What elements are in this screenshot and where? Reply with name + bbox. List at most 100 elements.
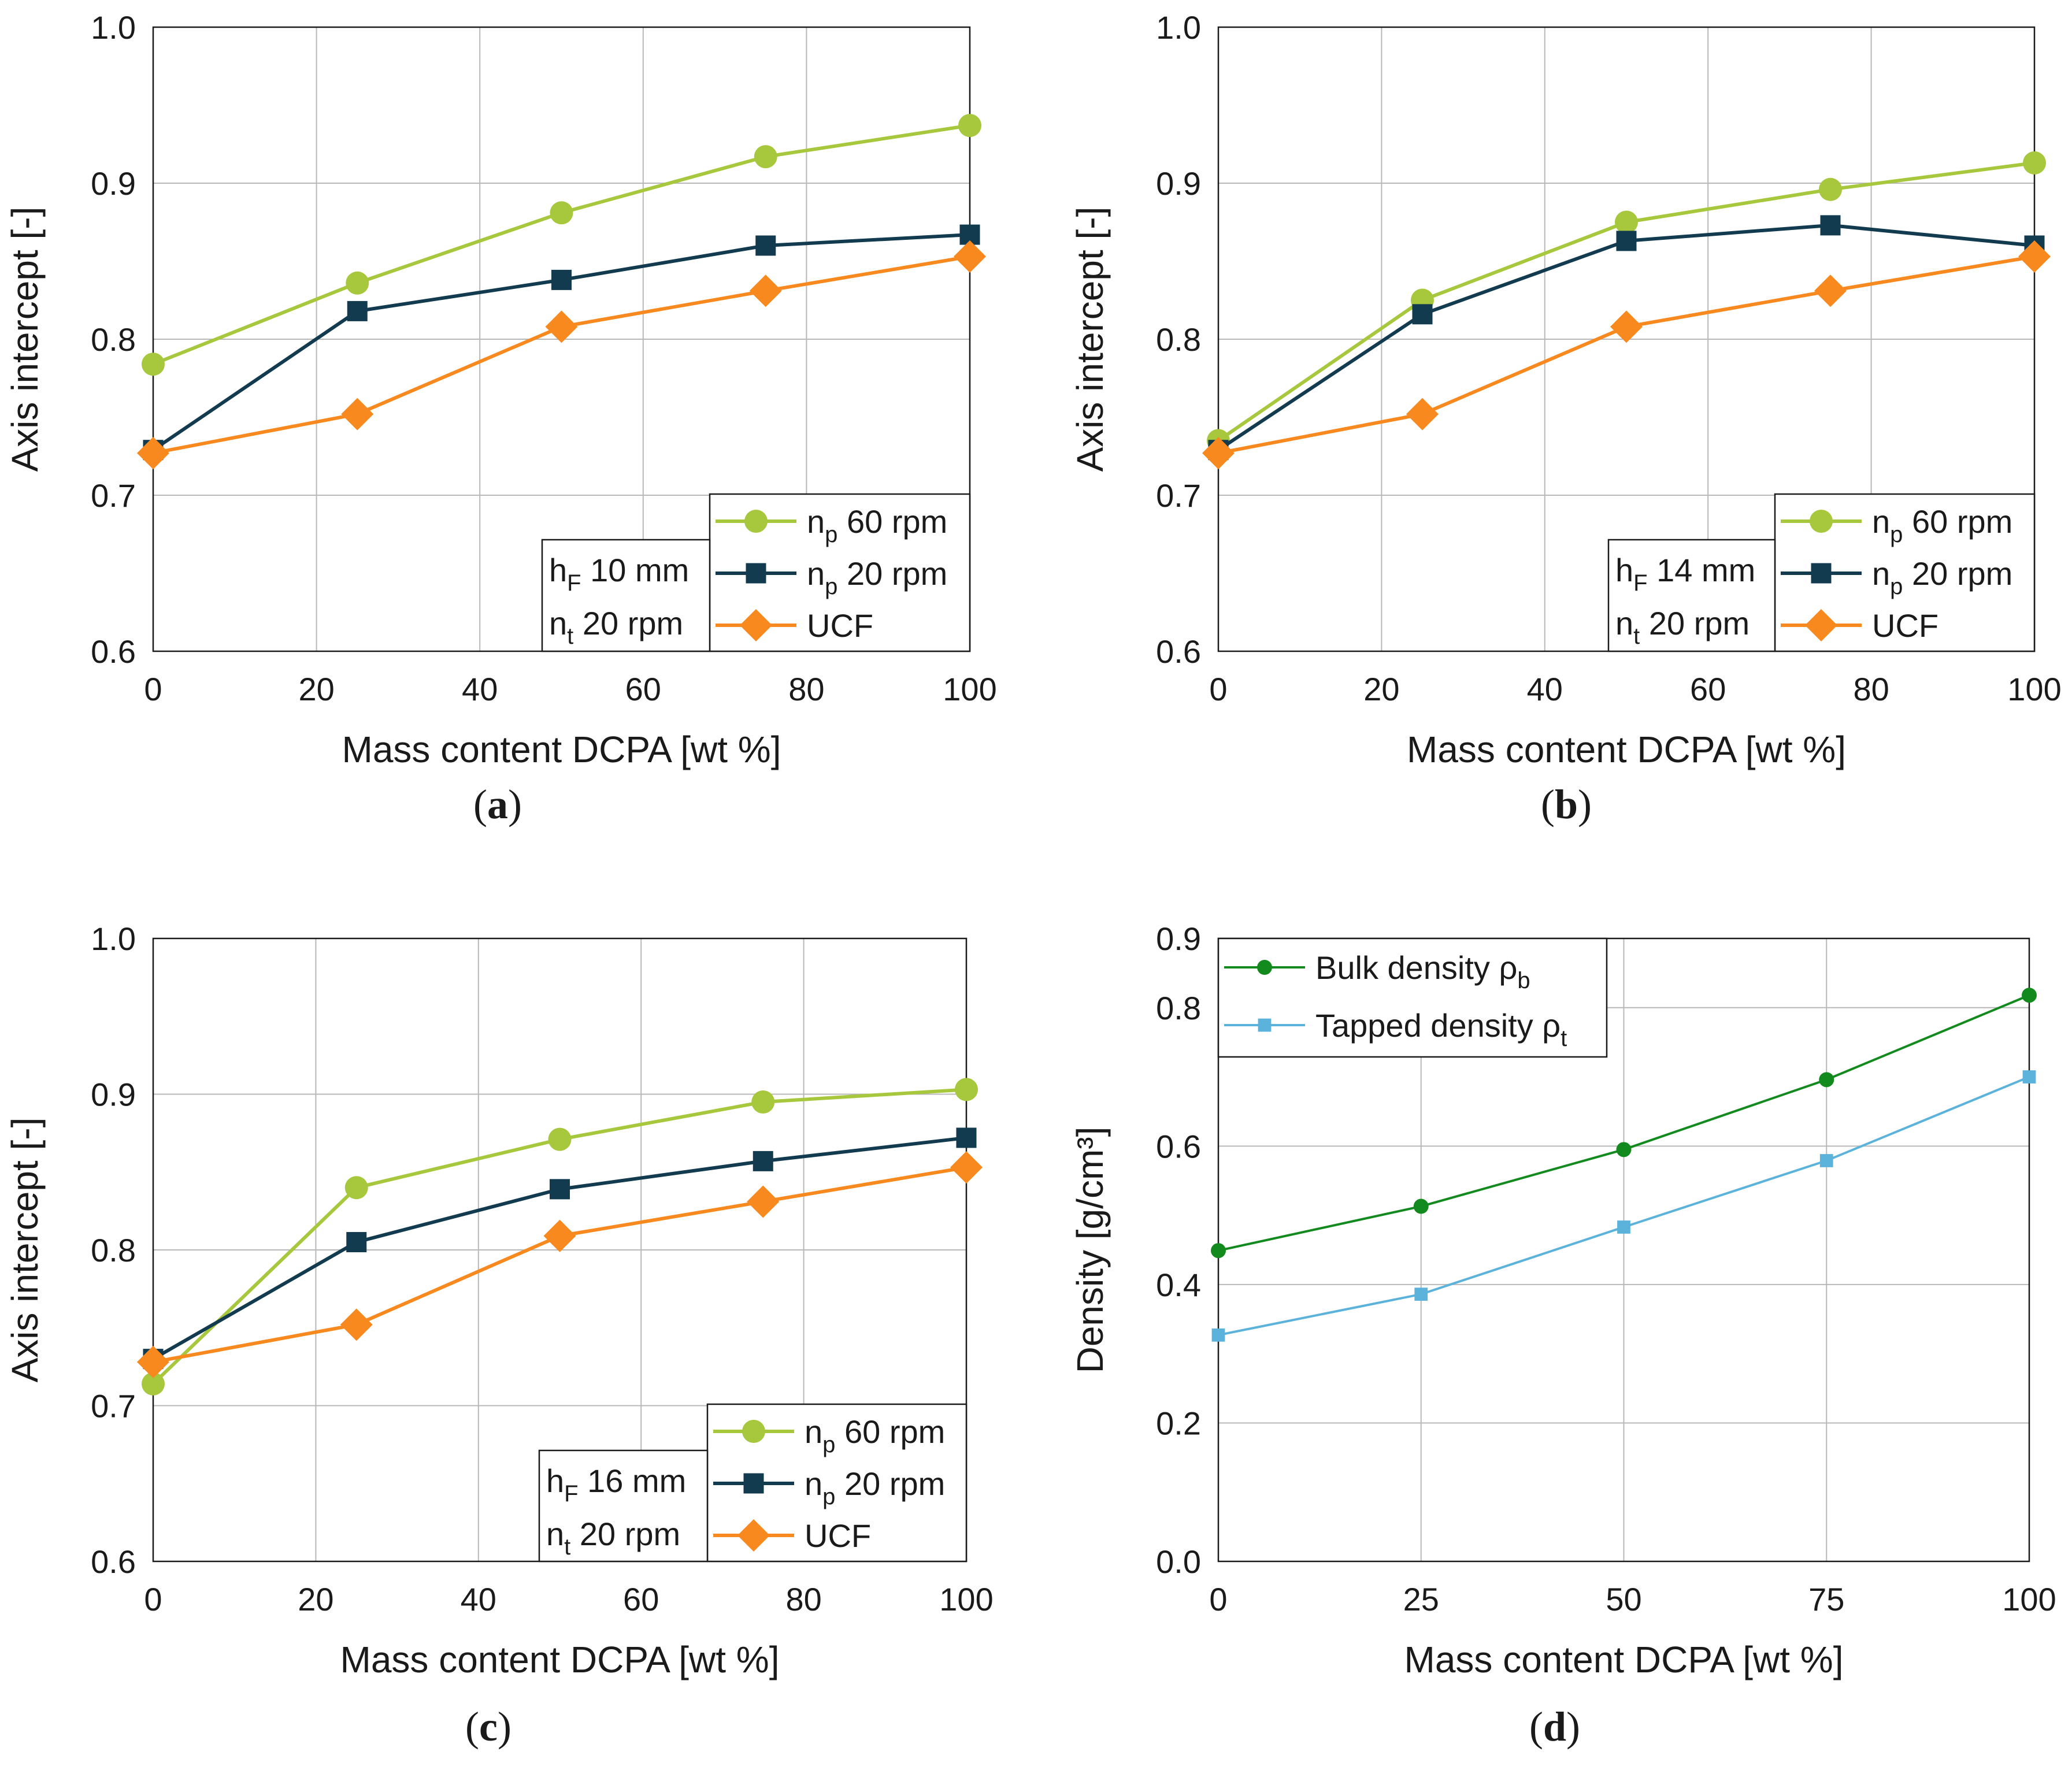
caption-open: ( [465, 1704, 479, 1750]
parameter-text: hF 14 mm [1615, 552, 1755, 596]
legend-marker [1811, 563, 1832, 584]
parameter-symbol: n [549, 605, 567, 641]
data-point [1819, 1154, 1833, 1167]
legend-marker [737, 1519, 770, 1552]
y-tick-label: 1.0 [91, 9, 136, 46]
parameter-subscript: F [1633, 570, 1647, 596]
data-point [754, 145, 777, 169]
data-point [137, 437, 169, 470]
data-point [1610, 310, 1643, 343]
x-tick-label: 20 [1363, 671, 1399, 707]
data-point [550, 1179, 570, 1200]
legend-symbol: n [1872, 555, 1890, 592]
data-point [751, 1090, 775, 1114]
legend-entry: np 60 rpm [1872, 503, 2012, 547]
y-tick-label: 0.6 [1156, 633, 1201, 670]
y-tick-label: 0.9 [91, 165, 136, 202]
legend-subscript: p [822, 1484, 835, 1509]
y-tick-label: 0.6 [91, 1543, 136, 1580]
y-tick-label: 0.6 [1156, 1128, 1201, 1164]
x-tick-label: 40 [1527, 671, 1563, 707]
x-tick-label: 60 [625, 671, 661, 707]
data-point [955, 1078, 978, 1101]
caption-close: ) [1566, 1704, 1580, 1750]
y-tick-label: 0.0 [1156, 1543, 1201, 1580]
y-axis-label: Density [g/cm³] [1069, 1127, 1111, 1374]
data-point [1413, 1198, 1429, 1214]
data-point [1814, 274, 1847, 307]
caption-close: ) [498, 1704, 511, 1750]
y-tick-label: 0.8 [91, 321, 136, 358]
parameter-value: 20 rpm [573, 605, 683, 641]
x-axis-label: Mass content DCPA [wt %] [340, 1639, 780, 1680]
x-axis-label: Mass content DCPA [wt %] [1407, 729, 1846, 770]
panel-caption: (d) [1529, 1704, 1580, 1750]
parameter-box [541, 539, 711, 652]
legend-symbol: UCF [805, 1517, 871, 1554]
x-tick-label: 0 [1209, 671, 1227, 707]
legend-symbol: Tapped density ρ [1315, 1007, 1561, 1044]
legend-symbol: n [807, 555, 825, 592]
parameter-value: 10 mm [581, 552, 690, 588]
chart-panel-c: 0.6 0.7 0.8 0.9 1.0 0 20 40 60 80 100 Mass content … [4, 921, 994, 1750]
parameter-subscript: t [567, 624, 573, 649]
legend-text: 60 rpm [1903, 503, 2012, 540]
chart-panel-d: 0.0 0.2 0.4 0.6 0.8 0.9 0 25 50 75 100 Mass content… [1069, 921, 2056, 1750]
legend-subscript: p [825, 574, 837, 599]
legend-symbol: n [1872, 503, 1890, 540]
parameter-symbol: h [549, 552, 567, 588]
x-tick-label: 20 [298, 1581, 333, 1617]
data-point [950, 1151, 983, 1184]
data-point [543, 1219, 576, 1252]
legend-text: 20 rpm [835, 1465, 945, 1502]
data-point [755, 235, 776, 256]
legend-text: 60 rpm [837, 503, 947, 540]
data-point [341, 398, 374, 431]
x-tick-label: 80 [785, 1581, 821, 1617]
data-point [1616, 1142, 1632, 1157]
legend-marker [1805, 609, 1837, 641]
data-point [1615, 210, 1638, 234]
y-tick-label: 0.4 [1156, 1267, 1201, 1303]
legend-subscript: p [825, 522, 837, 547]
y-tick-label: 0.9 [1156, 921, 1201, 957]
legend-entry: UCF [805, 1517, 871, 1554]
legend-marker [1258, 1018, 1272, 1032]
x-tick-label: 80 [788, 671, 824, 707]
x-tick-label: 20 [298, 671, 334, 707]
caption-letter: d [1543, 1704, 1566, 1750]
x-tick-label: 100 [943, 671, 996, 707]
caption-open: ( [1529, 1704, 1543, 1750]
x-tick-label: 100 [2007, 671, 2061, 707]
data-point [2022, 988, 2037, 1003]
legend-symbol: n [807, 503, 825, 540]
panel-caption: (c) [465, 1704, 511, 1750]
y-tick-label: 0.9 [1156, 165, 1201, 202]
data-point [749, 274, 782, 307]
y-axis-label: Axis intercept [-] [1069, 207, 1111, 472]
y-tick-label: 0.8 [91, 1232, 136, 1268]
panel-caption: (a) [473, 781, 522, 828]
data-point [142, 1372, 165, 1396]
x-tick-label: 100 [2002, 1581, 2056, 1617]
parameter-symbol: h [1615, 552, 1633, 588]
legend-marker [746, 563, 766, 584]
data-point [1211, 1243, 1226, 1259]
caption-letter: a [487, 781, 508, 828]
parameter-value: 20 rpm [1640, 605, 1749, 641]
legend-symbol: Bulk density ρ [1315, 949, 1517, 986]
x-axis-label: Mass content DCPA [wt %] [342, 729, 781, 770]
data-point [545, 310, 578, 343]
parameter-value: 16 mm [579, 1463, 687, 1499]
y-tick-label: 1.0 [1156, 9, 1201, 46]
x-tick-label: 25 [1403, 1581, 1439, 1617]
legend-entry: Tapped density ρt [1315, 1007, 1567, 1051]
panel-caption: (b) [1541, 781, 1592, 828]
parameter-symbol: n [546, 1516, 564, 1552]
parameter-text: nt 20 rpm [549, 605, 683, 649]
legend-entry: np 20 rpm [807, 555, 947, 599]
caption-letter: c [479, 1704, 498, 1750]
y-tick-label: 0.2 [1156, 1405, 1201, 1441]
